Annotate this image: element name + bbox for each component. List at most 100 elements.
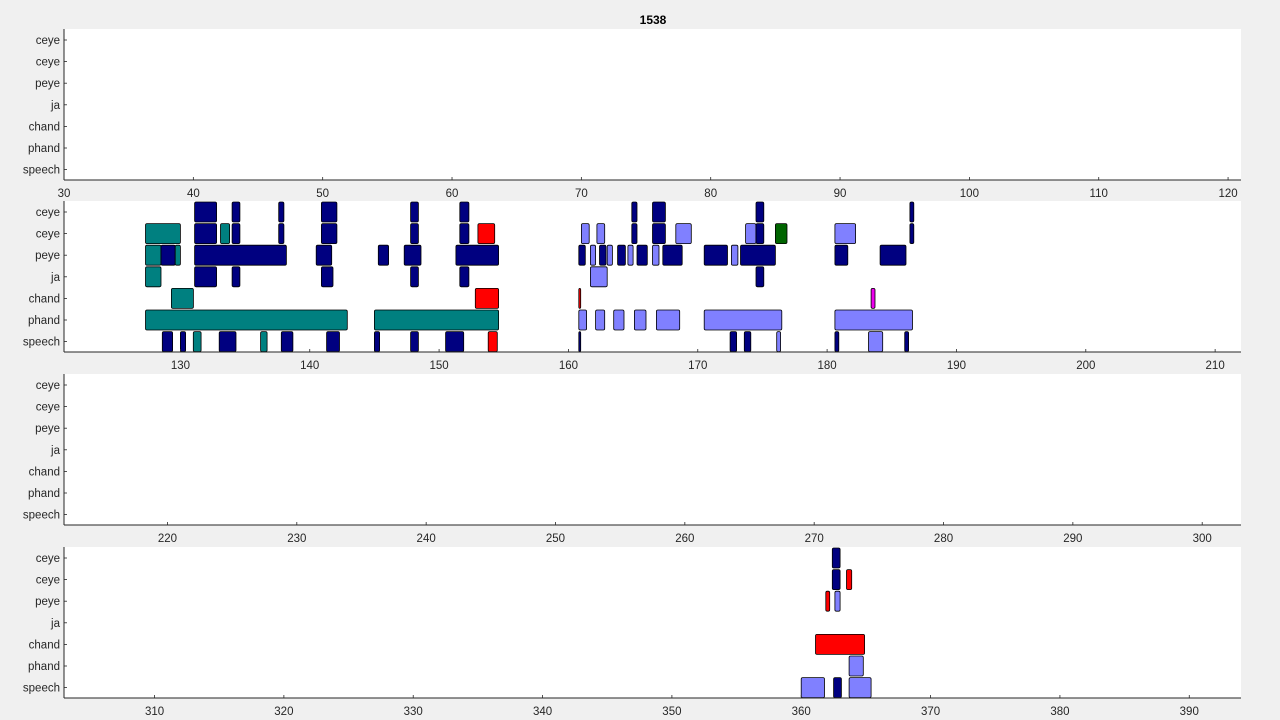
row-label: ceye — [36, 57, 60, 69]
event-bar — [775, 223, 788, 245]
x-tick-label: 330 — [404, 706, 423, 718]
row-label: chand — [29, 121, 60, 133]
row-label: chand — [29, 466, 60, 478]
event-bar — [410, 331, 419, 353]
event-bar — [662, 244, 683, 266]
event-bar — [755, 266, 765, 288]
event-bar — [145, 244, 162, 266]
event-bar — [675, 223, 692, 245]
row-label: chand — [29, 293, 60, 305]
x-tick-label: 60 — [446, 188, 459, 200]
event-bar — [848, 677, 872, 698]
event-bar — [631, 223, 638, 245]
event-bar — [145, 266, 162, 288]
event-bar — [278, 201, 285, 223]
event-bar — [474, 287, 499, 309]
event-bar — [590, 266, 608, 288]
event-bar — [743, 331, 752, 353]
event-bar — [179, 331, 186, 353]
x-tick-label: 70 — [575, 188, 588, 200]
event-bar — [320, 201, 338, 223]
x-tick-label: 140 — [300, 360, 319, 372]
x-tick-label: 30 — [58, 188, 71, 200]
x-tick-label: 90 — [834, 188, 847, 200]
event-bar — [627, 244, 634, 266]
event-bar — [825, 590, 831, 612]
x-tick-label: 190 — [947, 360, 966, 372]
event-bar — [729, 331, 737, 353]
event-bar — [145, 309, 348, 331]
event-bar — [636, 244, 648, 266]
event-bar — [834, 309, 913, 331]
event-bar — [595, 309, 606, 331]
row-label: ceye — [36, 35, 60, 47]
timeline-panel: ceye ceye peye ja chand phand speech 130 140 150 1… — [23, 201, 1241, 372]
x-tick-label: 40 — [187, 188, 200, 200]
event-bar — [326, 331, 340, 353]
x-tick-label: 200 — [1076, 360, 1095, 372]
x-tick-label: 290 — [1063, 533, 1082, 545]
row-label: peye — [35, 596, 60, 608]
x-tick-label: 370 — [921, 706, 940, 718]
timeline-panel: ceye ceye peye ja chand phand speech 220 230 240 2… — [23, 374, 1241, 545]
x-tick-label: 210 — [1206, 360, 1225, 372]
event-bar — [278, 223, 285, 245]
x-tick-label: 380 — [1050, 706, 1069, 718]
event-bar — [831, 547, 841, 569]
row-label: phand — [28, 315, 60, 327]
x-tick-label: 150 — [429, 360, 448, 372]
plot-area — [64, 29, 1241, 180]
row-label: ceye — [36, 575, 60, 587]
row-label: speech — [23, 683, 60, 695]
x-tick-label: 250 — [546, 533, 565, 545]
event-bar — [578, 309, 587, 331]
event-bar — [578, 244, 586, 266]
event-bar — [377, 244, 389, 266]
row-label: speech — [23, 165, 60, 177]
event-bar — [410, 266, 419, 288]
event-bar — [410, 201, 419, 223]
x-tick-label: 130 — [171, 360, 190, 372]
event-bar — [703, 309, 783, 331]
x-tick-label: 100 — [960, 188, 979, 200]
event-bar — [578, 331, 582, 353]
row-label: ja — [50, 445, 61, 457]
event-bar — [373, 331, 380, 353]
event-bar — [194, 266, 218, 288]
event-bar — [868, 331, 884, 353]
event-bar — [160, 244, 176, 266]
event-bar — [578, 287, 582, 309]
event-bar — [220, 223, 231, 245]
event-bar — [170, 287, 194, 309]
event-bar — [846, 569, 853, 590]
event-bar — [194, 201, 218, 223]
event-bar — [776, 331, 782, 353]
event-bar — [194, 244, 287, 266]
row-label: peye — [35, 423, 60, 435]
event-bar — [833, 677, 842, 698]
event-bar — [613, 309, 625, 331]
row-label: ceye — [36, 553, 60, 565]
event-bar — [652, 223, 666, 245]
row-label: ceye — [36, 207, 60, 219]
event-bar — [870, 287, 876, 309]
x-tick-label: 230 — [287, 533, 306, 545]
x-tick-label: 120 — [1218, 188, 1237, 200]
timeline-panel: ceye ceye peye ja chand phand speech 30 40 50 60 70… — [23, 29, 1241, 200]
event-bar — [231, 223, 241, 245]
row-label: ja — [50, 618, 61, 630]
row-label: ceye — [36, 380, 60, 392]
x-tick-label: 300 — [1193, 533, 1212, 545]
event-bar — [445, 331, 465, 353]
row-label: ja — [50, 100, 61, 112]
event-bar — [834, 331, 840, 353]
event-bar — [755, 201, 765, 223]
x-tick-label: 260 — [675, 533, 694, 545]
event-bar — [599, 244, 607, 266]
event-bar — [260, 331, 268, 353]
x-tick-label: 310 — [145, 706, 164, 718]
timeline-panels: ceye ceye peye ja chand phand speech 30 40 50 60 70… — [23, 29, 1241, 718]
event-bar — [459, 266, 470, 288]
event-bar — [477, 223, 496, 245]
event-bar — [834, 223, 857, 245]
